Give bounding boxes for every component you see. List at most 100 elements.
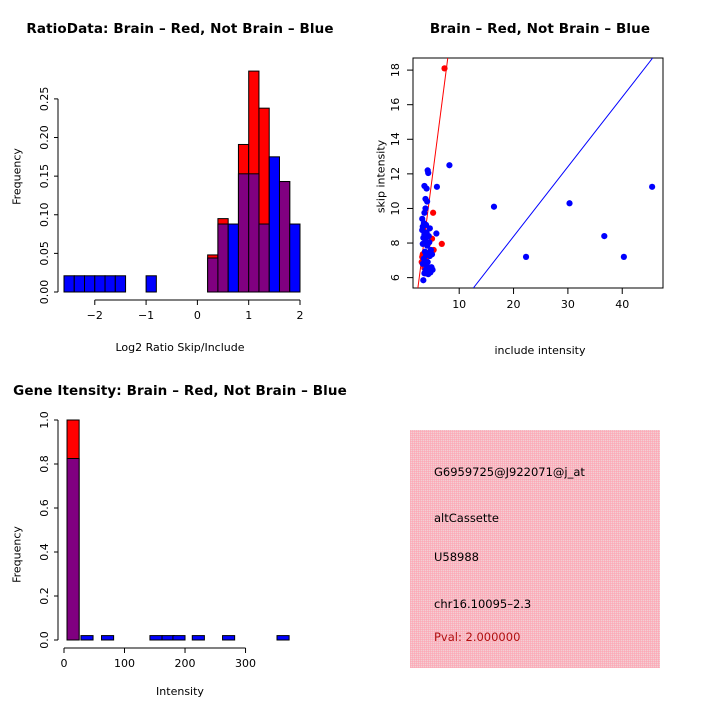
y-axis-tick-label: 0.25 (38, 87, 51, 112)
scatter-point (522, 253, 530, 260)
ratio-histogram-plot: 0.00 0.05 0.10 0.15 0.20 0.25 −2 −1 0 1 2 (38, 70, 304, 322)
x-axis-tick-label: 30 (561, 298, 575, 311)
y-axis-tick-label: 6 (389, 274, 402, 281)
histogram-bar-not-brain (80, 635, 94, 641)
x-axis-tick-label: 20 (507, 298, 521, 311)
scatter-point (430, 209, 437, 216)
y-axis-tick-label: 0.10 (38, 203, 51, 228)
scatter-point (424, 198, 431, 205)
gene-histogram-xlabel: Intensity (156, 685, 204, 698)
y-axis-tick-label: 0.4 (38, 543, 51, 561)
histogram-bar-not-brain (101, 635, 115, 641)
ratio-histogram-panel: RatioData: Brain – Red, Not Brain – Blue… (0, 0, 360, 360)
probe-id-text: G6959725@J922071@j_at (434, 465, 585, 479)
ratio-histogram-ylabel: Frequency (10, 148, 24, 205)
event-type-text: altCassette (434, 511, 499, 525)
histogram-bar-not-brain (222, 635, 236, 641)
scatter-plot-box (412, 57, 664, 289)
x-axis-tick-label: 300 (235, 657, 256, 670)
scatter-point (490, 203, 498, 210)
histogram-bar-not-brain (84, 275, 96, 293)
scatter-point (566, 200, 573, 207)
y-axis-tick-label: 0.8 (38, 455, 51, 473)
histogram-bar-not-brain (268, 156, 280, 293)
histogram-bar-not-brain (276, 635, 290, 641)
histogram-bar-not-brain (227, 223, 239, 293)
histogram-bar-not-brain (63, 275, 75, 293)
ratio-histogram-xlabel: Log2 Ratio Skip/Include (115, 341, 245, 354)
regression-line-not-brain-fit (472, 58, 654, 288)
y-axis-tick-label: 16 (389, 98, 402, 112)
y-axis-tick-label: 0.6 (38, 499, 51, 517)
gene-histogram-ylabel: Frequency (10, 526, 24, 583)
scatter-point (423, 262, 430, 269)
histogram-bar-not-brain (114, 275, 127, 293)
scatter-point (601, 233, 608, 240)
histogram-bar-overlap (66, 458, 80, 641)
y-axis-tick-label: 0.05 (38, 241, 51, 266)
x-axis-tick-label: 0 (194, 309, 201, 322)
scatter-point (649, 183, 656, 190)
histogram-bars (63, 70, 301, 293)
scatter-point (423, 185, 430, 192)
scatter-content (417, 58, 656, 288)
pval-text: Pval: 2.000000 (434, 630, 521, 644)
scatter-point (419, 215, 426, 222)
accession-text: U58988 (434, 550, 480, 564)
histogram-bar-not-brain (289, 223, 301, 293)
histogram-bar-not-brain (149, 635, 163, 641)
ratio-histogram-title: RatioData: Brain – Red, Not Brain – Blue (26, 21, 334, 37)
scatter-xlabel: include intensity (494, 344, 586, 357)
histogram-bar-not-brain (172, 635, 186, 641)
scatter-point (441, 65, 448, 72)
x-axis-tick-label: 1 (245, 309, 252, 322)
gene-histogram-plot: 0.0 0.2 0.4 0.6 0.8 1.0 0 100 200 300 (38, 411, 290, 670)
x-axis-tick-label: 0 (61, 657, 68, 670)
scatter-point (424, 242, 431, 249)
x-axis-tick-label: 200 (175, 657, 196, 670)
gene-info-panel: G6959725@J922071@j_at altCassette U58988… (410, 430, 660, 668)
gene-histogram-title: Gene Itensity: Brain – Red, Not Brain – … (13, 383, 347, 399)
histogram-bar-overlap (278, 181, 291, 293)
y-axis-tick-label: 1.0 (38, 411, 51, 429)
histogram-bar-overlap (207, 257, 219, 293)
histogram-bar-not-brain (104, 275, 116, 293)
scatter-point (433, 230, 440, 237)
scatter-panel: Brain – Red, Not Brain – Blue 6 8 10 12 14 16… (360, 0, 720, 360)
scatter-point (446, 162, 453, 169)
histogram-bar-overlap (217, 223, 229, 293)
scatter-point (438, 240, 445, 248)
x-axis-tick-label: 10 (452, 298, 466, 311)
y-axis-tick-label: 12 (389, 167, 402, 181)
scatter-ylabel: skip intensity (374, 139, 388, 214)
gene-histogram-panel: Gene Itensity: Brain – Red, Not Brain – … (0, 360, 360, 720)
scatter-plot: 6 8 10 12 14 16 18 10 20 30 40 (389, 57, 664, 311)
histogram-bar-overlap (248, 173, 260, 293)
y-axis-tick-label: 0.00 (38, 280, 51, 305)
scatter-point (425, 233, 432, 240)
scatter-point (425, 169, 432, 177)
histogram-bar-not-brain (161, 635, 175, 641)
scatter-title: Brain – Red, Not Brain – Blue (429, 21, 651, 37)
y-axis-tick-label: 0.0 (38, 631, 51, 649)
scatter-point (620, 253, 627, 260)
scatter-point (421, 209, 428, 216)
scatter-point (429, 266, 436, 273)
y-axis-tick-label: 0.20 (38, 125, 51, 150)
y-axis-tick-label: 0.2 (38, 587, 51, 605)
histogram-bar-not-brain (191, 635, 205, 641)
x-axis-tick-label: 40 (615, 298, 629, 311)
y-axis-tick-label: 8 (389, 240, 402, 247)
locus-text: chr16.10095–2.3 (434, 597, 532, 611)
x-axis-tick-label: −1 (138, 309, 154, 322)
histogram-bar-not-brain (73, 275, 86, 293)
y-axis-tick-label: 10 (389, 201, 402, 215)
histogram-bars (66, 419, 290, 641)
scatter-point (426, 252, 433, 260)
histogram-bar-not-brain (94, 275, 106, 293)
y-axis-tick-label: 18 (389, 63, 402, 77)
scatter-point (433, 183, 441, 190)
y-axis-tick-label: 0.15 (38, 164, 51, 189)
x-axis-tick-label: −2 (87, 309, 103, 322)
histogram-bar-overlap (258, 223, 270, 293)
